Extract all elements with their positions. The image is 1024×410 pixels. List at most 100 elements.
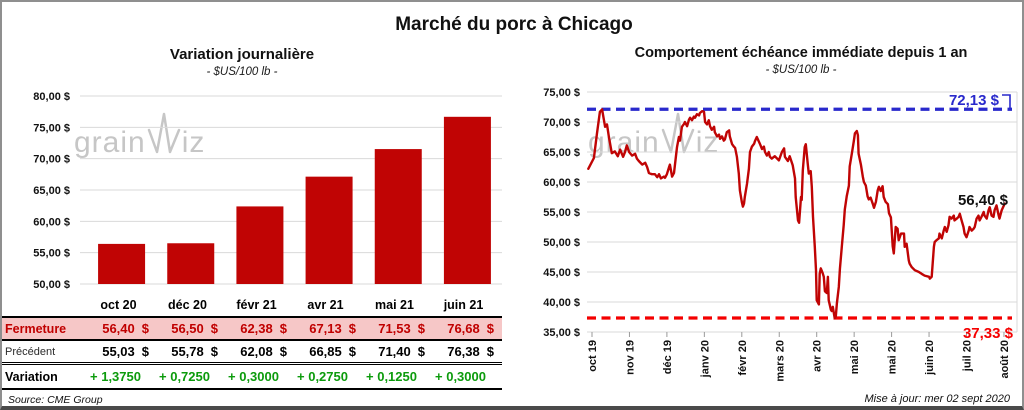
value: + 1,3750 xyxy=(90,369,141,384)
bar xyxy=(98,243,146,284)
currency-symbol: $ xyxy=(210,321,218,336)
x-axis-tick-label: déc 19 xyxy=(662,340,674,374)
page-title: Marché du porc à Chicago xyxy=(395,14,633,35)
variation-value-cell: + 1,3750 xyxy=(88,369,157,384)
x-axis-tick-label: mars 20 xyxy=(774,340,786,382)
previous-value-cell: 76,38 $ xyxy=(433,344,502,359)
bar-chart-title: Variation journalière xyxy=(169,46,315,63)
value: + 0,3000 xyxy=(435,369,486,384)
close-value-cell: 71,53 $ xyxy=(364,321,433,336)
close-value-cell: 62,38 $ xyxy=(226,321,295,336)
previous-value-cell: 55,03 $ xyxy=(88,344,157,359)
y-axis-tick-label: 45,00 $ xyxy=(543,267,580,279)
update-note: Mise à jour: mer 02 sept 2020 xyxy=(864,393,1010,405)
previous-value-cell: 66,85 $ xyxy=(295,344,364,359)
currency-symbol: $ xyxy=(417,321,425,336)
currency-symbol: $ xyxy=(141,344,149,359)
close-value-cell: 56,50 $ xyxy=(157,321,226,336)
value: 71,40 xyxy=(378,344,411,359)
y-axis-tick-label: 70,00 $ xyxy=(543,117,580,129)
currency-symbol: $ xyxy=(279,321,287,336)
value: 55,78 xyxy=(171,344,204,359)
table-row-close: Fermeture 56,40 $ 56,50 $62,38 $67,13 $71,53 $7… xyxy=(2,316,502,341)
max-value-label: 72,13 $ xyxy=(949,92,1000,109)
value: 56,50 xyxy=(171,321,204,336)
x-axis-tick-label: oct 19 xyxy=(587,340,599,372)
y-axis-tick-label: 50,00 $ xyxy=(33,279,70,291)
value: 62,38 xyxy=(240,321,273,336)
y-axis-tick-label: 55,00 $ xyxy=(33,248,70,260)
y-axis-tick-label: 50,00 $ xyxy=(543,237,580,249)
currency-symbol: $ xyxy=(210,344,218,359)
previous-value-cell: 62,08 $ xyxy=(226,344,295,359)
y-axis-tick-label: 65,00 $ xyxy=(33,185,70,197)
value: 76,68 xyxy=(447,321,480,336)
currency-symbol: $ xyxy=(348,344,356,359)
value: + 0,2750 xyxy=(297,369,348,384)
bar xyxy=(236,206,284,284)
x-axis-tick-label: août 20 xyxy=(999,340,1011,379)
line-chart-title: Comportement échéance immédiate depuis 1… xyxy=(634,45,968,61)
y-axis-tick-label: 80,00 $ xyxy=(33,91,70,103)
y-axis-tick-label: 60,00 $ xyxy=(543,177,580,189)
currency-symbol: $ xyxy=(486,321,494,336)
value: 66,85 xyxy=(309,344,342,359)
month-column-header: juin 21 xyxy=(443,297,484,312)
currency-symbol: $ xyxy=(141,321,149,336)
value: + 0,3000 xyxy=(228,369,279,384)
table-row-variation: Variation + 1,3750 + 0,7250 + 0,3000 + 0,275… xyxy=(2,365,502,390)
x-axis-tick-label: mai 20 xyxy=(849,340,861,374)
close-value-cell: 67,13 $ xyxy=(295,321,364,336)
value: + 0,7250 xyxy=(159,369,210,384)
row-label: Variation xyxy=(5,369,58,384)
value: 62,08 xyxy=(240,344,273,359)
bar xyxy=(374,149,422,284)
y-axis-tick-label: 65,00 $ xyxy=(543,147,580,159)
bar xyxy=(305,176,353,284)
close-value-cell: 76,68 $ xyxy=(433,321,502,336)
variation-value-cell: + 0,2750 xyxy=(295,369,364,384)
value: 55,03 xyxy=(102,344,135,359)
value: 76,38 xyxy=(447,344,480,359)
price-table: oct 20 déc 20 févr 21 avr 21 mai 21 juin 21 Fe… xyxy=(2,293,514,390)
row-label: Précédent xyxy=(5,345,56,358)
variation-value-cell: + 0,1250 xyxy=(364,369,433,384)
previous-value-cell: 55,78 $ xyxy=(157,344,226,359)
value: 71,53 xyxy=(378,321,411,336)
row-label: Fermeture xyxy=(5,321,67,336)
table-row-previous: Précédent 55,03 $55,78 $62,08 $66,85 $71,40 $7… xyxy=(2,341,502,365)
currency-symbol: $ xyxy=(348,321,356,336)
max-label-bracket-icon xyxy=(1002,94,1011,108)
variation-value-cell: + 0,3000 xyxy=(433,369,502,384)
month-column-header: déc 20 xyxy=(168,297,207,312)
y-axis-tick-label: 60,00 $ xyxy=(33,216,70,228)
table-header-row: oct 20 déc 20 févr 21 avr 21 mai 21 juin 21 xyxy=(2,293,502,316)
x-axis-tick-label: juin 20 xyxy=(924,340,936,376)
bar-chart-subtitle: - $US/100 lb - xyxy=(206,66,278,78)
last-value-label: 56,40 $ xyxy=(958,192,1009,209)
x-axis-tick-label: févr 20 xyxy=(737,340,749,375)
value: + 0,1250 xyxy=(366,369,417,384)
bar xyxy=(443,116,491,285)
month-column-header: févr 21 xyxy=(236,297,277,312)
bar-chart: 80,00 $ 75,00 $ 70,00 $ 65,00 $ 60,00 $ 55,00… xyxy=(33,91,502,291)
line-chart-subtitle: - $US/100 lb - xyxy=(765,64,837,76)
close-value-cell: 56,40 $ xyxy=(88,321,157,336)
month-column-header: oct 20 xyxy=(100,297,137,312)
currency-symbol: $ xyxy=(279,344,287,359)
y-axis-tick-label: 70,00 $ xyxy=(33,154,70,166)
y-axis-tick-label: 55,00 $ xyxy=(543,207,580,219)
y-axis-tick-label: 40,00 $ xyxy=(543,297,580,309)
source-note: Source: CME Group xyxy=(8,394,103,406)
x-axis-tick-label: nov 19 xyxy=(624,340,636,375)
month-column-header: avr 21 xyxy=(307,297,344,312)
price-series-line xyxy=(587,108,1006,320)
value: 67,13 xyxy=(309,321,342,336)
y-axis-tick-label: 75,00 $ xyxy=(543,87,580,99)
variation-value-cell: + 0,3000 xyxy=(226,369,295,384)
previous-value-cell: 71,40 $ xyxy=(364,344,433,359)
y-axis-tick-label: 35,00 $ xyxy=(543,327,580,339)
x-axis-tick-label: janv 20 xyxy=(699,340,711,378)
x-axis-tick-label: mai 20 xyxy=(887,340,899,374)
